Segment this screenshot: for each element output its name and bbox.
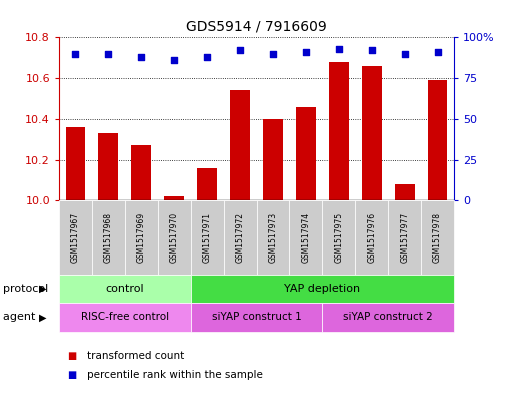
Point [433,49,442,55]
Title: GDS5914 / 7916609: GDS5914 / 7916609 [186,19,327,33]
Text: GSM1517970: GSM1517970 [170,212,179,263]
Text: GSM1517974: GSM1517974 [301,212,310,263]
Point [401,50,409,57]
Text: GSM1517969: GSM1517969 [137,212,146,263]
Text: ■: ■ [67,370,76,380]
Text: GSM1517973: GSM1517973 [268,212,278,263]
Bar [329,62,349,200]
Text: RISC-free control: RISC-free control [81,312,169,322]
Bar [296,107,315,200]
Text: control: control [106,284,144,294]
Bar [263,119,283,200]
Text: siYAP construct 2: siYAP construct 2 [343,312,433,322]
Text: YAP depletion: YAP depletion [284,284,361,294]
Bar [197,168,217,200]
Point [302,49,310,55]
Point [71,50,80,57]
Text: GSM1517975: GSM1517975 [334,212,343,263]
Text: transformed count: transformed count [87,351,185,361]
Bar [428,80,447,200]
Point [334,46,343,52]
Text: protocol: protocol [3,284,51,294]
Bar [362,66,382,200]
Point [104,50,112,57]
Text: ■: ■ [67,351,76,361]
Text: GSM1517978: GSM1517978 [433,212,442,263]
Text: GSM1517967: GSM1517967 [71,212,80,263]
Bar [394,184,415,200]
Text: agent: agent [3,312,38,322]
Point [137,54,145,60]
Text: GSM1517972: GSM1517972 [235,212,245,263]
Text: ▶: ▶ [38,284,46,294]
Bar [230,90,250,200]
Bar [98,133,118,200]
Text: GSM1517971: GSM1517971 [203,212,212,263]
Bar [131,145,151,200]
Text: ▶: ▶ [38,312,46,322]
Bar [66,127,85,200]
Text: percentile rank within the sample: percentile rank within the sample [87,370,263,380]
Bar [164,196,184,200]
Point [269,50,277,57]
Text: GSM1517968: GSM1517968 [104,212,113,263]
Point [203,54,211,60]
Text: GSM1517976: GSM1517976 [367,212,376,263]
Text: siYAP construct 1: siYAP construct 1 [212,312,301,322]
Point [236,47,244,53]
Text: GSM1517977: GSM1517977 [400,212,409,263]
Point [368,47,376,53]
Point [170,57,179,63]
